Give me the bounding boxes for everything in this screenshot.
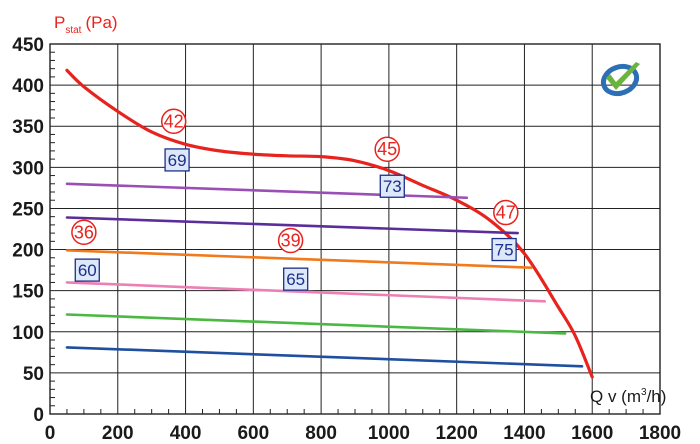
y-tick-label: 200 [12, 241, 44, 262]
y-tick-label: 300 [12, 158, 44, 179]
x-tick-label: 1000 [368, 423, 410, 444]
efficiency-label: 73 [379, 174, 405, 198]
efficiency-box [74, 258, 100, 282]
system-curve-line [65, 68, 594, 379]
efficiency-value: 65 [286, 270, 305, 289]
noise-level-circle [277, 227, 304, 254]
efficiency-value: 69 [168, 151, 187, 170]
noise-level-label: 42 [160, 108, 187, 135]
x-axis-title-main: Q v (m [590, 387, 641, 406]
chart-annotations: 42 69 45 73 47 75 36 60 39 65 [71, 108, 519, 291]
noise-level-label: 36 [71, 219, 97, 246]
y-tick-label: 150 [12, 282, 44, 303]
noise-level-value: 39 [281, 231, 301, 251]
x-tick-label: 1600 [571, 423, 613, 444]
chart-series [65, 68, 594, 379]
y-axis-title-unit: (Pa) [85, 13, 117, 32]
logo-ring [600, 63, 640, 97]
x-tick-label: 800 [305, 423, 337, 444]
efficiency-label: 60 [74, 258, 100, 282]
y-tick-labels: 0 50 100 150 200 250 300 350 400 450 [12, 35, 44, 426]
y-tick-label: 250 [12, 199, 44, 220]
y-tick-label: 400 [12, 76, 44, 97]
y-tick-label: 0 [33, 405, 44, 426]
noise-level-circle [160, 108, 187, 135]
y-tick-label: 450 [12, 35, 44, 56]
efficiency-box [491, 237, 517, 262]
x-axis-title-sup: 3 [641, 387, 647, 398]
y-axis-title: Pstat (Pa) [54, 13, 118, 36]
y-tick-label: 100 [12, 323, 44, 344]
y-axis-title-sub: stat [65, 25, 81, 36]
x-tick-label: 600 [237, 423, 269, 444]
noise-level-value: 45 [377, 139, 397, 159]
efficiency-value: 73 [383, 177, 402, 196]
noise-level-value: 36 [74, 222, 94, 242]
y-tick-label: 50 [23, 364, 44, 385]
noise-level-circle [374, 136, 400, 162]
noise-level-label: 47 [493, 199, 519, 226]
y-axis-title-main: P [54, 13, 65, 32]
efficiency-value: 60 [78, 261, 97, 280]
x-tick-label: 1200 [436, 423, 478, 444]
noise-level-value: 42 [164, 111, 184, 131]
y-tick-label: 350 [12, 117, 44, 138]
efficiency-value: 75 [495, 241, 514, 260]
x-tick-label: 1800 [639, 423, 681, 444]
plot-frame [49, 43, 661, 415]
x-axis-title: Q v (m3/h) [590, 387, 666, 406]
x-tick-label: 1400 [503, 423, 545, 444]
efficiency-box [379, 174, 405, 198]
x-axis-title-unit: /h) [647, 387, 667, 406]
x-tick-labels: 0 200 400 600 800 1000 1200 1400 1600 1800 [45, 423, 681, 444]
chart-grid [49, 43, 661, 415]
noise-level-value: 47 [496, 203, 516, 223]
noise-level-label: 45 [374, 136, 400, 162]
speed-line-4 [65, 281, 547, 303]
efficiency-box [283, 267, 309, 291]
noise-level-label: 39 [277, 227, 304, 254]
logo-check [606, 62, 640, 90]
speed-line-6 [65, 346, 584, 368]
x-tick-label: 0 [45, 423, 56, 444]
checkmark-logo [600, 62, 640, 97]
efficiency-label: 65 [283, 267, 309, 291]
efficiency-box [164, 148, 190, 172]
noise-level-circle [493, 199, 519, 226]
speed-line-3 [65, 249, 533, 269]
x-tick-label: 400 [170, 423, 202, 444]
x-tick-label: 200 [102, 423, 134, 444]
noise-level-circle [71, 219, 97, 246]
efficiency-label: 75 [491, 237, 517, 262]
efficiency-label: 69 [164, 148, 190, 172]
speed-line-2 [65, 216, 519, 235]
speed-line-5 [65, 313, 567, 335]
